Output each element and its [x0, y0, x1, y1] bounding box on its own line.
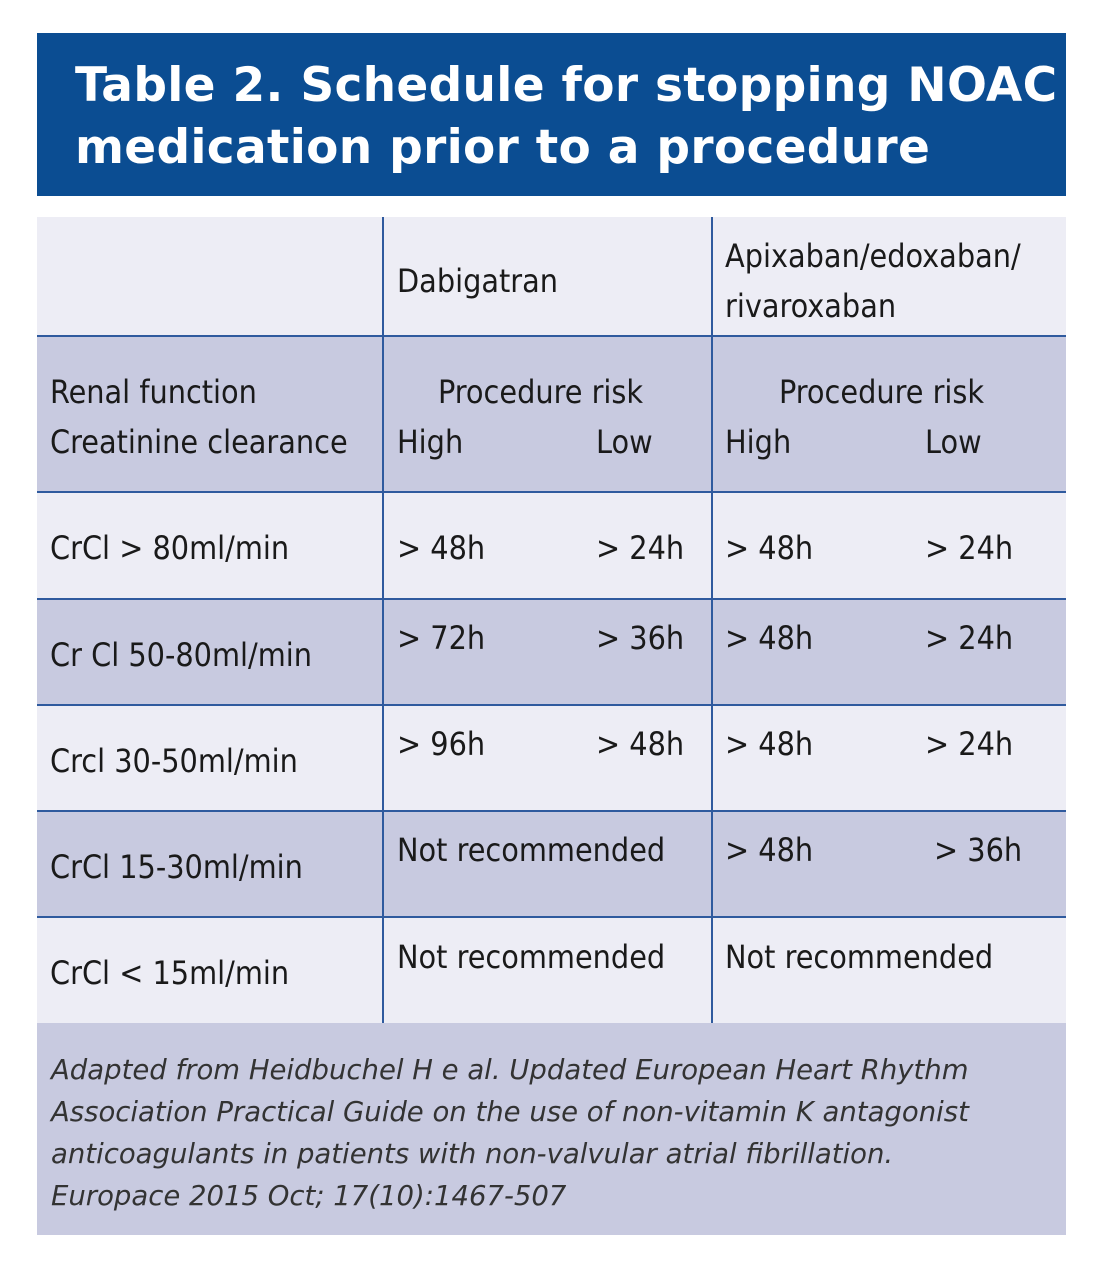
cell: > 48h — [725, 619, 814, 657]
cell: Not recommended — [725, 938, 994, 976]
table-row — [37, 810, 1066, 916]
cell: > 48h — [397, 529, 486, 567]
cell: Not recommended — [397, 831, 666, 869]
cell: > 96h — [397, 725, 486, 763]
low-label: Low — [925, 423, 982, 461]
cell: > 24h — [925, 725, 1014, 763]
cell: > 36h — [934, 831, 1023, 869]
procedure-risk-label: Procedure risk — [438, 373, 644, 411]
cell: > 24h — [596, 529, 685, 567]
cell: > 24h — [925, 619, 1014, 657]
cell: > 48h — [725, 831, 814, 869]
table-row — [37, 491, 1066, 598]
cell: > 48h — [725, 529, 814, 567]
row-label: CrCl 15-30ml/min — [50, 848, 303, 886]
header-apixaban: Apixaban/edoxaban/ — [725, 237, 1021, 275]
title-line-1: Table 2. Schedule for stopping NOAC — [75, 58, 1058, 113]
table-title: Table 2. Schedule for stopping NOAC medi… — [37, 33, 1066, 196]
title-line-2: medication prior to a procedure — [75, 120, 931, 175]
footnote-line: Europace 2015 Oct; 17(10):1467-507 — [51, 1180, 567, 1212]
column-divider — [711, 217, 713, 1023]
column-divider — [382, 217, 384, 1023]
cell: > 72h — [397, 619, 486, 657]
high-label: High — [397, 423, 464, 461]
subheader-row — [37, 335, 1066, 491]
table-row — [37, 598, 1066, 704]
cell: Not recommended — [397, 938, 666, 976]
footnote-line: Adapted from Heidbuchel H e al. Updated … — [51, 1054, 969, 1086]
table-row — [37, 704, 1066, 810]
row-label: Cr Cl 50-80ml/min — [50, 636, 313, 674]
procedure-risk-label: Procedure risk — [779, 373, 985, 411]
high-label: High — [725, 423, 792, 461]
header-rivaroxaban: rivaroxaban — [725, 287, 897, 325]
creatinine-clearance-label: Creatinine clearance — [50, 423, 348, 461]
footnote: Adapted from Heidbuchel H e al. Updated … — [37, 1023, 1066, 1235]
low-label: Low — [596, 423, 653, 461]
cell: > 24h — [925, 529, 1014, 567]
footnote-line: anticoagulants in patients with non-valv… — [51, 1138, 894, 1170]
renal-function-label: Renal function — [50, 373, 257, 411]
cell: > 48h — [725, 725, 814, 763]
row-label: CrCl > 80ml/min — [50, 529, 290, 567]
footnote-line: Association Practical Guide on the use o… — [51, 1096, 969, 1128]
row-label: CrCl < 15ml/min — [50, 954, 290, 992]
cell: > 36h — [596, 619, 685, 657]
header-dabigatran: Dabigatran — [397, 262, 559, 300]
table-row — [37, 916, 1066, 1023]
column-header-row — [37, 217, 1066, 335]
cell: > 48h — [596, 725, 685, 763]
row-label: Crcl 30-50ml/min — [50, 742, 298, 780]
